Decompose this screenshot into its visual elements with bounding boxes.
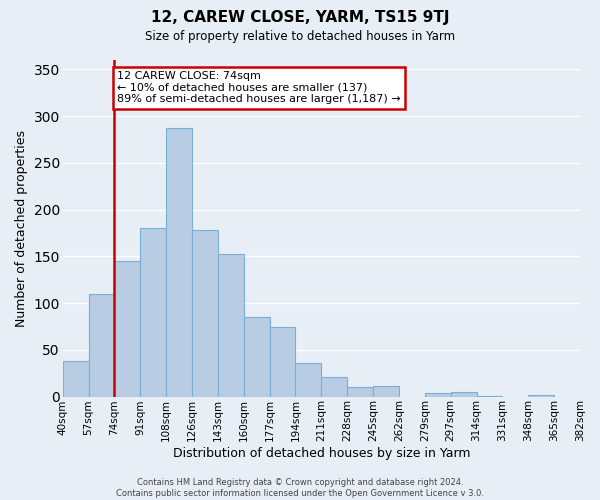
Text: Size of property relative to detached houses in Yarm: Size of property relative to detached ho… bbox=[145, 30, 455, 43]
Text: Contains HM Land Registry data © Crown copyright and database right 2024.
Contai: Contains HM Land Registry data © Crown c… bbox=[116, 478, 484, 498]
Bar bbox=[218, 254, 244, 396]
X-axis label: Distribution of detached houses by size in Yarm: Distribution of detached houses by size … bbox=[173, 447, 470, 460]
Bar bbox=[295, 363, 322, 396]
Bar bbox=[269, 328, 295, 396]
Bar bbox=[373, 386, 399, 396]
Bar bbox=[166, 128, 192, 396]
Bar bbox=[528, 394, 554, 396]
Y-axis label: Number of detached properties: Number of detached properties bbox=[15, 130, 28, 327]
Bar bbox=[425, 393, 451, 396]
Bar bbox=[322, 377, 347, 396]
Bar bbox=[140, 228, 166, 396]
Bar bbox=[115, 261, 140, 396]
Bar bbox=[347, 387, 373, 396]
Bar bbox=[63, 361, 89, 396]
Bar bbox=[451, 392, 476, 396]
Bar bbox=[89, 294, 115, 397]
Bar bbox=[244, 317, 269, 396]
Text: 12 CAREW CLOSE: 74sqm
← 10% of detached houses are smaller (137)
89% of semi-det: 12 CAREW CLOSE: 74sqm ← 10% of detached … bbox=[117, 71, 401, 104]
Text: 12, CAREW CLOSE, YARM, TS15 9TJ: 12, CAREW CLOSE, YARM, TS15 9TJ bbox=[151, 10, 449, 25]
Bar bbox=[192, 230, 218, 396]
